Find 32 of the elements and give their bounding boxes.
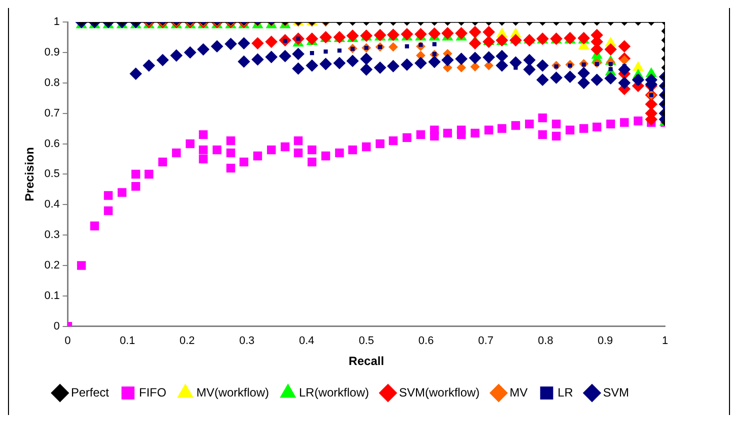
legend-label: MV(workflow) xyxy=(196,385,269,400)
y-tick-label: 0.8 xyxy=(44,76,60,89)
x-tick-label: 0.9 xyxy=(598,335,613,348)
y-tick-label: 0.6 xyxy=(44,138,60,150)
x-axis-title: Recall xyxy=(348,354,384,368)
x-tick-label: 0.6 xyxy=(418,335,434,348)
x-tick-label: 0 xyxy=(64,335,71,348)
y-tick-label: 0.3 xyxy=(44,229,60,242)
legend-label: LR xyxy=(558,385,574,400)
legend-label: SVM xyxy=(603,385,630,400)
legend-label: MV xyxy=(510,385,528,400)
y-tick-label: 0.5 xyxy=(44,168,60,180)
y-axis-title: Precision xyxy=(22,147,37,202)
x-tick-label: 0.7 xyxy=(478,335,494,348)
x-tick-label: 0.3 xyxy=(239,335,255,348)
x-tick-label: 0.8 xyxy=(538,335,554,348)
legend-label: FIFO xyxy=(139,385,166,400)
y-tick-label: 0.9 xyxy=(44,46,60,58)
y-tick-label: 0.2 xyxy=(44,260,60,272)
x-tick-label: 1 xyxy=(662,335,668,348)
legend-label: LR(workflow) xyxy=(298,385,370,400)
y-tick-label: 0.4 xyxy=(44,198,60,211)
legend-label: Perfect xyxy=(70,385,110,400)
y-tick-label: 0 xyxy=(54,320,60,332)
x-tick-label: 0.1 xyxy=(120,335,136,348)
legend-label: SVM(workflow) xyxy=(399,385,480,400)
y-tick-label: 0.7 xyxy=(44,107,60,120)
x-tick-label: 0.4 xyxy=(298,335,314,348)
y-tick-label: 1 xyxy=(54,16,60,28)
x-tick-label: 0.5 xyxy=(358,335,374,348)
x-tick-label: 0.2 xyxy=(180,335,195,348)
y-tick-label: 0.1 xyxy=(44,290,60,302)
